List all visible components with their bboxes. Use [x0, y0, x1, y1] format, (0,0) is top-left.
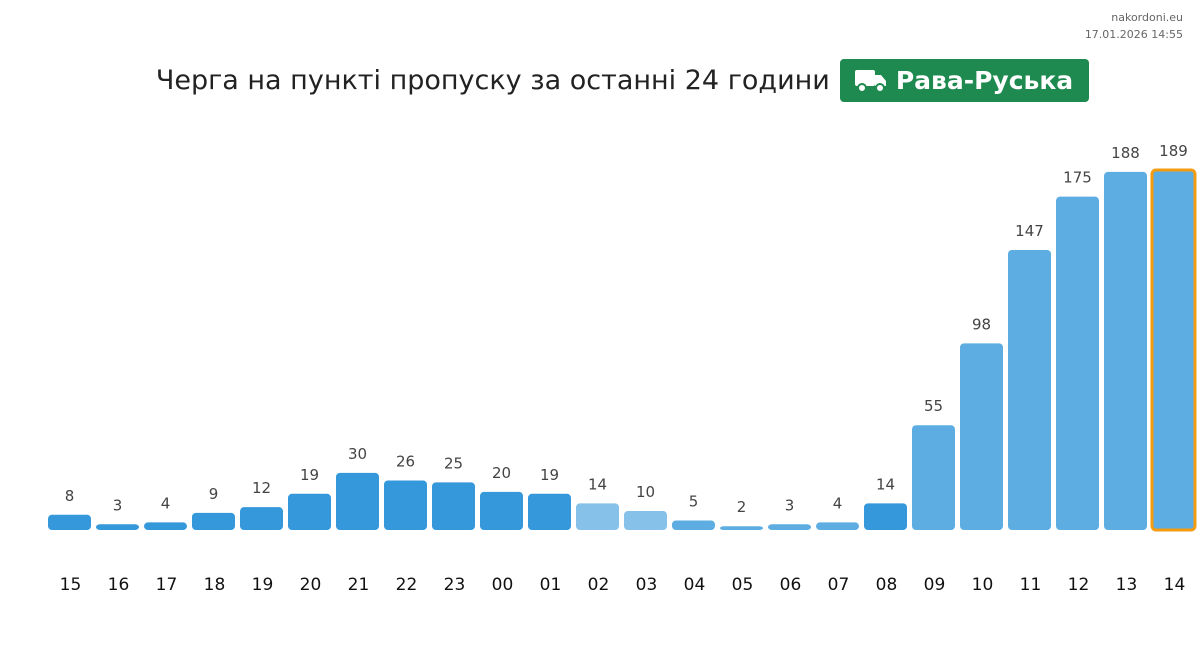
value-label: 19 — [540, 466, 559, 484]
bar — [720, 526, 763, 530]
value-label: 189 — [1159, 142, 1188, 160]
value-label: 4 — [833, 494, 843, 512]
value-label: 4 — [161, 494, 171, 512]
bar — [432, 482, 475, 530]
x-tick-label: 14 — [1164, 575, 1186, 595]
value-label: 175 — [1063, 169, 1092, 187]
timestamp: 17.01.2026 14:55 — [1084, 28, 1183, 41]
x-tick-label: 09 — [924, 575, 946, 595]
value-label: 3 — [113, 496, 123, 514]
bar — [192, 512, 235, 530]
x-tick-label: 23 — [444, 575, 466, 595]
x-tick-label: 22 — [396, 575, 418, 595]
bar — [336, 472, 379, 530]
x-tick-label: 06 — [780, 575, 802, 595]
site: nakordoni.eu — [1111, 11, 1183, 24]
x-tick-label: 00 — [492, 575, 514, 595]
meta: nakordoni.eu 17.01.2026 14:55 — [1085, 9, 1183, 43]
header: Черга на пункті пропуску за останні 24 г… — [0, 59, 1200, 102]
value-label: 25 — [444, 454, 463, 472]
x-tick-label: 15 — [60, 575, 82, 595]
bar — [576, 503, 619, 530]
value-label: 5 — [689, 492, 699, 510]
x-tick-label: 07 — [828, 575, 850, 595]
bar — [1008, 250, 1051, 530]
x-tick-label: 05 — [732, 575, 754, 595]
x-tick-label: 02 — [588, 575, 610, 595]
value-label: 20 — [492, 464, 511, 482]
x-tick-label: 08 — [876, 575, 898, 595]
bar — [816, 522, 859, 530]
x-tick-label: 04 — [684, 575, 706, 595]
value-label: 14 — [588, 475, 607, 493]
bar — [960, 343, 1003, 530]
x-tick-label: 17 — [156, 575, 178, 595]
bar — [144, 522, 187, 530]
x-tick-label: 10 — [972, 575, 994, 595]
value-label: 2 — [737, 498, 747, 516]
bar — [1104, 171, 1147, 530]
value-label: 12 — [252, 479, 271, 497]
value-label: 3 — [785, 496, 795, 514]
x-tick-label: 01 — [540, 575, 562, 595]
bar — [528, 493, 571, 530]
x-tick-label: 11 — [1020, 575, 1042, 595]
bar — [672, 520, 715, 530]
x-tick-label: 12 — [1068, 575, 1090, 595]
bar — [1056, 196, 1099, 530]
value-label: 98 — [972, 315, 991, 333]
value-label: 30 — [348, 445, 367, 463]
value-label: 188 — [1111, 144, 1140, 162]
bar — [864, 503, 907, 530]
badge-text: Рава-Руська — [895, 66, 1074, 95]
bar — [624, 510, 667, 530]
value-label: 8 — [65, 487, 75, 505]
x-tick-label: 18 — [204, 575, 226, 595]
value-label: 19 — [300, 466, 319, 484]
value-label: 26 — [396, 452, 415, 470]
value-label: 147 — [1015, 222, 1044, 240]
bar — [480, 491, 523, 530]
value-label: 55 — [924, 397, 943, 415]
bar — [96, 524, 139, 530]
bar — [384, 480, 427, 530]
bar — [768, 524, 811, 530]
truck-icon — [854, 69, 886, 93]
x-tick-label: 03 — [636, 575, 658, 595]
x-tick-label: 20 — [300, 575, 322, 595]
value-label: 10 — [636, 483, 655, 501]
bar — [48, 514, 91, 530]
value-label: 14 — [876, 475, 895, 493]
bar — [240, 507, 283, 530]
value-label: 9 — [209, 485, 219, 503]
x-tick-label: 16 — [108, 575, 130, 595]
badge: Рава-Руська — [839, 59, 1090, 102]
x-tick-label: 13 — [1116, 575, 1138, 595]
chart-title: Черга на пункті пропуску за останні 24 г… — [155, 65, 830, 96]
x-tick-label: 19 — [252, 575, 274, 595]
bar — [912, 425, 955, 530]
x-tick-label: 21 — [348, 575, 370, 595]
bar — [1150, 168, 1197, 532]
bar — [288, 493, 331, 530]
